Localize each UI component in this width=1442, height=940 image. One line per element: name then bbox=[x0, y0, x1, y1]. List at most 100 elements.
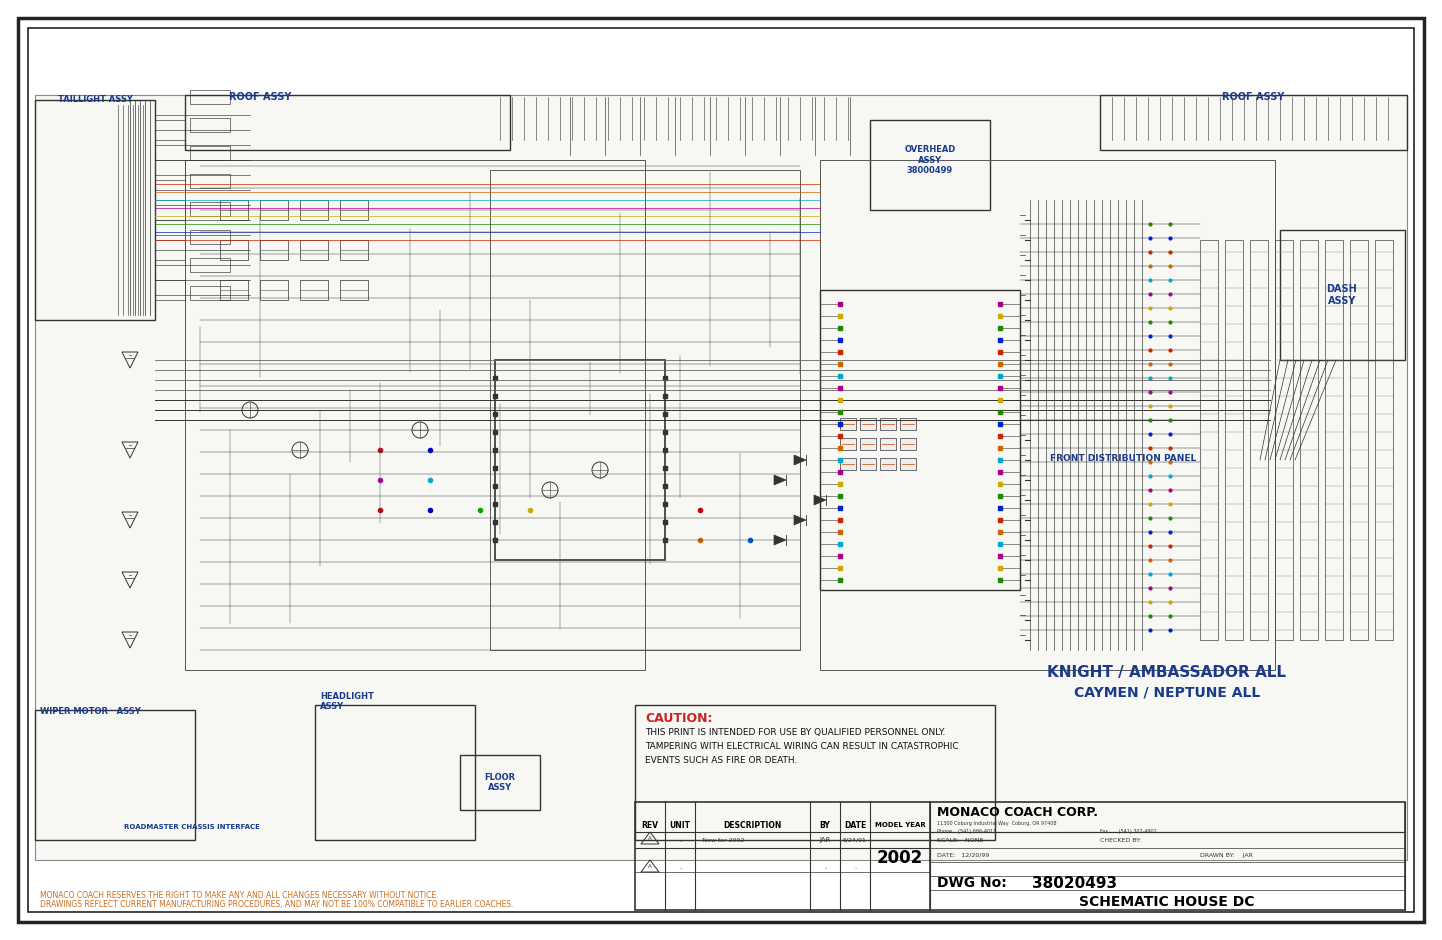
Bar bbox=[490, 170, 800, 650]
Text: .: . bbox=[823, 864, 826, 870]
Text: WIPER MOTOR   ASSY: WIPER MOTOR ASSY bbox=[40, 707, 141, 716]
Text: FLOOR
ASSY: FLOOR ASSY bbox=[485, 773, 516, 792]
Polygon shape bbox=[795, 515, 806, 525]
Bar bbox=[190, 258, 231, 272]
Text: 5/24/01: 5/24/01 bbox=[844, 838, 867, 842]
Bar bbox=[154, 160, 185, 180]
Bar bbox=[900, 458, 916, 470]
Bar bbox=[190, 286, 231, 300]
Polygon shape bbox=[774, 475, 786, 485]
Text: DWG No:: DWG No: bbox=[937, 876, 1007, 890]
Text: OVERHEAD
ASSY
38000499: OVERHEAD ASSY 38000499 bbox=[904, 145, 956, 175]
Text: SCALE:   NONE: SCALE: NONE bbox=[937, 838, 983, 843]
Bar bbox=[340, 280, 368, 300]
Bar bbox=[1280, 230, 1405, 360]
Bar bbox=[1100, 95, 1407, 150]
Text: DASH
ASSY: DASH ASSY bbox=[1327, 284, 1357, 306]
Text: .: . bbox=[679, 864, 681, 870]
Text: .: . bbox=[854, 864, 857, 870]
Polygon shape bbox=[813, 495, 826, 505]
Text: .: . bbox=[679, 837, 681, 843]
Bar bbox=[1376, 240, 1393, 640]
Bar bbox=[1325, 240, 1343, 640]
Bar bbox=[190, 174, 231, 188]
Bar bbox=[221, 200, 248, 220]
Bar bbox=[859, 458, 875, 470]
Bar bbox=[190, 202, 231, 216]
Bar bbox=[300, 280, 327, 300]
Text: MONACO COACH RESERVES THE RIGHT TO MAKE ANY AND ALL CHANGES NECESSARY WITHOUT NO: MONACO COACH RESERVES THE RIGHT TO MAKE … bbox=[40, 891, 438, 900]
Text: TAMPERING WITH ELECTRICAL WIRING CAN RESULT IN CATASTROPHIC: TAMPERING WITH ELECTRICAL WIRING CAN RES… bbox=[645, 742, 959, 751]
Text: A: A bbox=[647, 865, 652, 870]
Text: MONACO COACH CORP.: MONACO COACH CORP. bbox=[937, 806, 1097, 819]
Bar bbox=[260, 240, 288, 260]
Bar bbox=[260, 200, 288, 220]
Bar bbox=[820, 160, 1275, 670]
Bar bbox=[154, 240, 185, 260]
Text: DESCRIPTION: DESCRIPTION bbox=[722, 821, 782, 829]
Bar bbox=[1301, 240, 1318, 640]
Bar bbox=[841, 438, 857, 450]
Bar bbox=[300, 240, 327, 260]
Bar bbox=[841, 418, 857, 430]
Bar bbox=[185, 95, 510, 150]
Text: THIS PRINT IS INTENDED FOR USE BY QUALIFIED PERSONNEL ONLY.: THIS PRINT IS INTENDED FOR USE BY QUALIF… bbox=[645, 728, 946, 737]
Bar bbox=[495, 360, 665, 560]
Bar bbox=[300, 200, 327, 220]
Text: CAUTION:: CAUTION: bbox=[645, 712, 712, 725]
Bar bbox=[859, 418, 875, 430]
Polygon shape bbox=[774, 535, 786, 545]
Bar bbox=[880, 458, 895, 470]
Bar bbox=[634, 802, 1405, 910]
Bar bbox=[841, 458, 857, 470]
Text: BY: BY bbox=[819, 821, 831, 829]
Bar bbox=[190, 230, 231, 244]
Bar bbox=[260, 280, 288, 300]
Text: 11300 Coburg Industrial Way  Coburg, OR 97408: 11300 Coburg Industrial Way Coburg, OR 9… bbox=[937, 821, 1057, 825]
Bar bbox=[1226, 240, 1243, 640]
Text: KNIGHT / AMBASSADOR ALL: KNIGHT / AMBASSADOR ALL bbox=[1047, 665, 1286, 680]
Bar bbox=[190, 118, 231, 132]
Text: DATE:   12/20/99: DATE: 12/20/99 bbox=[937, 853, 989, 857]
Text: TAILLIGHT ASSY: TAILLIGHT ASSY bbox=[58, 95, 133, 104]
Bar bbox=[900, 438, 916, 450]
Bar bbox=[221, 240, 248, 260]
Text: DRAWN BY:    JAR: DRAWN BY: JAR bbox=[1200, 853, 1253, 857]
Text: CAYMEN / NEPTUNE ALL: CAYMEN / NEPTUNE ALL bbox=[1074, 685, 1260, 699]
Bar bbox=[340, 240, 368, 260]
Bar bbox=[185, 160, 645, 670]
Bar bbox=[634, 705, 995, 840]
Bar bbox=[154, 120, 185, 140]
Text: Phone    (541) 686-4011: Phone (541) 686-4011 bbox=[937, 828, 996, 834]
Text: HEADLIGHT
ASSY: HEADLIGHT ASSY bbox=[320, 692, 373, 711]
Text: A: A bbox=[647, 837, 652, 841]
Bar bbox=[859, 438, 875, 450]
Bar bbox=[870, 120, 991, 210]
Text: JAR: JAR bbox=[819, 837, 831, 843]
Text: REV: REV bbox=[642, 821, 659, 829]
Bar bbox=[190, 90, 231, 104]
Text: 38020493: 38020493 bbox=[1032, 875, 1118, 890]
Bar bbox=[820, 290, 1019, 590]
Text: Fax       (541) 302-4902: Fax (541) 302-4902 bbox=[1100, 828, 1156, 834]
Bar bbox=[154, 200, 185, 220]
Bar bbox=[460, 755, 539, 810]
Bar bbox=[1350, 240, 1368, 640]
Text: DATE: DATE bbox=[844, 821, 867, 829]
Bar bbox=[900, 418, 916, 430]
Bar bbox=[880, 438, 895, 450]
Text: SCHEMATIC HOUSE DC: SCHEMATIC HOUSE DC bbox=[1079, 895, 1255, 909]
Bar bbox=[1250, 240, 1268, 640]
Text: FRONT DISTRIBUTION PANEL: FRONT DISTRIBUTION PANEL bbox=[1050, 454, 1197, 463]
Bar bbox=[190, 146, 231, 160]
Bar bbox=[314, 705, 474, 840]
Text: ROOF ASSY: ROOF ASSY bbox=[1221, 92, 1285, 102]
Bar bbox=[35, 710, 195, 840]
Text: ROOF ASSY: ROOF ASSY bbox=[229, 92, 291, 102]
Text: CHECKED BY:: CHECKED BY: bbox=[1100, 838, 1141, 843]
Polygon shape bbox=[795, 455, 806, 465]
Bar bbox=[1275, 240, 1293, 640]
Bar bbox=[154, 280, 185, 300]
Text: MODEL YEAR: MODEL YEAR bbox=[875, 822, 926, 828]
Text: EVENTS SUCH AS FIRE OR DEATH.: EVENTS SUCH AS FIRE OR DEATH. bbox=[645, 756, 797, 765]
